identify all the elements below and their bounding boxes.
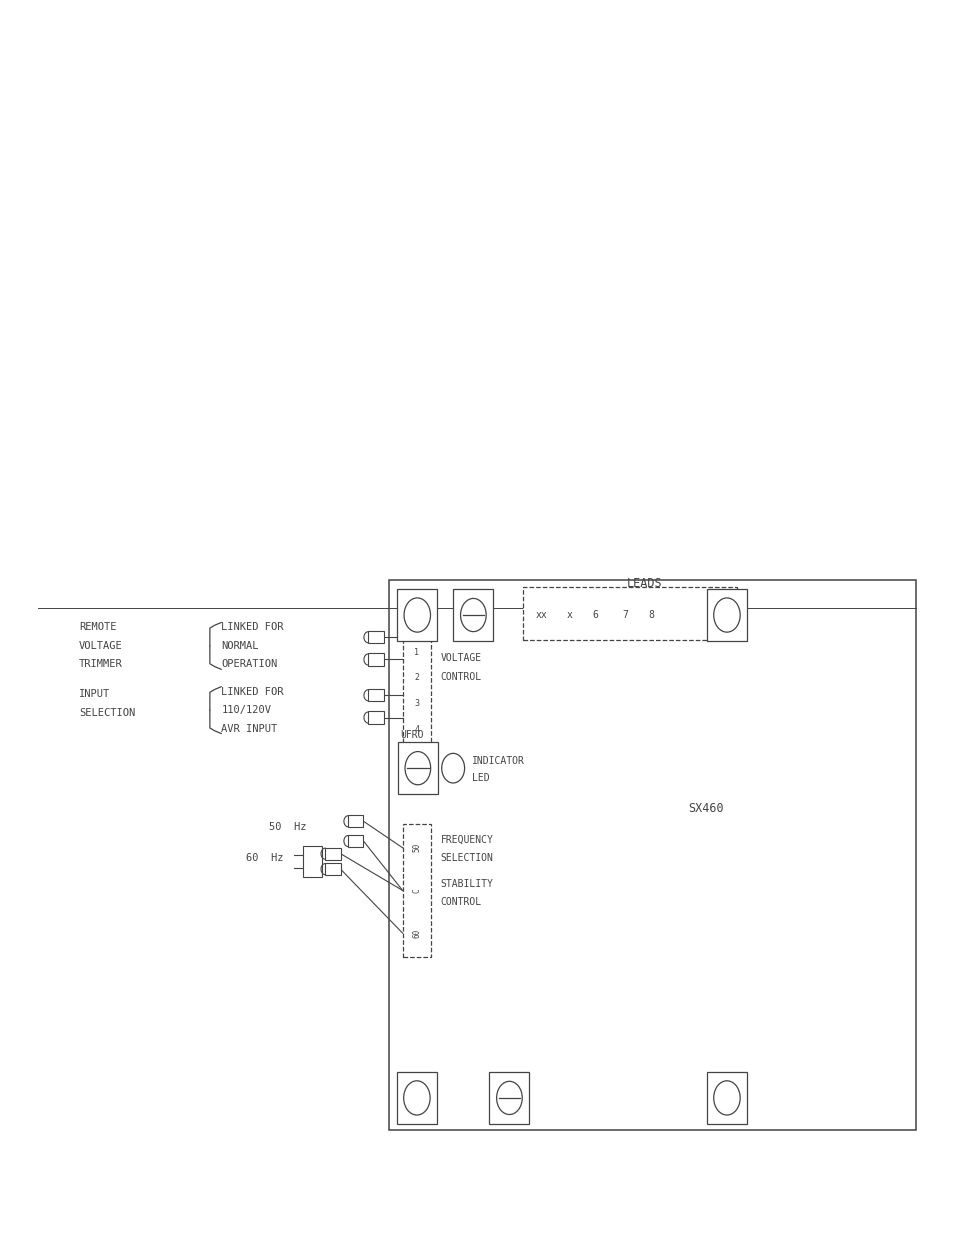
- Bar: [706, 589, 746, 641]
- Bar: [522, 587, 737, 640]
- Bar: [389, 580, 915, 1130]
- Circle shape: [497, 1082, 521, 1114]
- Bar: [348, 815, 363, 827]
- Text: NORMAL: NORMAL: [221, 641, 258, 651]
- Bar: [706, 1072, 746, 1124]
- Bar: [396, 589, 436, 641]
- Text: x: x: [566, 610, 572, 620]
- Text: FREQUENCY: FREQUENCY: [440, 835, 493, 845]
- Text: UFRO: UFRO: [400, 730, 424, 740]
- Text: INPUT: INPUT: [79, 689, 111, 699]
- Bar: [368, 631, 383, 643]
- Text: LINKED FOR: LINKED FOR: [221, 622, 284, 632]
- Text: 50  Hz: 50 Hz: [269, 823, 306, 832]
- Text: LED: LED: [472, 773, 489, 783]
- Text: SELECTION: SELECTION: [79, 708, 135, 718]
- Text: 110/120V: 110/120V: [221, 705, 271, 715]
- Text: VOLTAGE: VOLTAGE: [440, 653, 481, 663]
- Bar: [402, 824, 431, 957]
- Text: OPERATION: OPERATION: [221, 659, 277, 669]
- Bar: [396, 1072, 436, 1124]
- Text: SELECTION: SELECTION: [440, 853, 493, 863]
- Text: CONTROL: CONTROL: [440, 897, 481, 906]
- Bar: [397, 742, 437, 794]
- Text: AVR INPUT: AVR INPUT: [221, 724, 277, 734]
- Bar: [368, 689, 383, 701]
- Circle shape: [403, 1081, 430, 1115]
- Text: CONTROL: CONTROL: [440, 672, 481, 682]
- Text: VOLTAGE: VOLTAGE: [79, 641, 123, 651]
- Text: INDICATOR: INDICATOR: [472, 756, 524, 766]
- Bar: [325, 847, 340, 860]
- Bar: [368, 653, 383, 666]
- Bar: [489, 1072, 529, 1124]
- Bar: [325, 863, 340, 876]
- Text: STABILITY: STABILITY: [440, 879, 493, 889]
- Bar: [402, 638, 431, 747]
- Text: 1: 1: [414, 647, 419, 657]
- Bar: [303, 846, 322, 877]
- Text: C: C: [412, 888, 421, 893]
- Text: 6: 6: [592, 610, 598, 620]
- Circle shape: [441, 753, 464, 783]
- Bar: [368, 711, 383, 724]
- Text: 3: 3: [414, 699, 419, 709]
- Text: 2: 2: [414, 673, 419, 683]
- Bar: [348, 835, 363, 847]
- Circle shape: [405, 752, 430, 784]
- Circle shape: [713, 1081, 740, 1115]
- Text: xx: xx: [536, 610, 547, 620]
- Circle shape: [713, 598, 740, 632]
- Text: 50: 50: [412, 844, 421, 852]
- Text: SX460: SX460: [687, 803, 723, 815]
- Text: LEADS: LEADS: [626, 577, 662, 590]
- Text: LINKED FOR: LINKED FOR: [221, 687, 284, 697]
- Text: REMOTE: REMOTE: [79, 622, 116, 632]
- Text: TRIMMER: TRIMMER: [79, 659, 123, 669]
- Circle shape: [404, 598, 430, 632]
- Bar: [453, 589, 493, 641]
- Text: 60: 60: [412, 929, 421, 937]
- Text: 4: 4: [414, 725, 419, 735]
- Circle shape: [460, 599, 486, 631]
- Text: 60  Hz: 60 Hz: [246, 853, 283, 863]
- Text: 7: 7: [621, 610, 627, 620]
- Text: 8: 8: [648, 610, 654, 620]
